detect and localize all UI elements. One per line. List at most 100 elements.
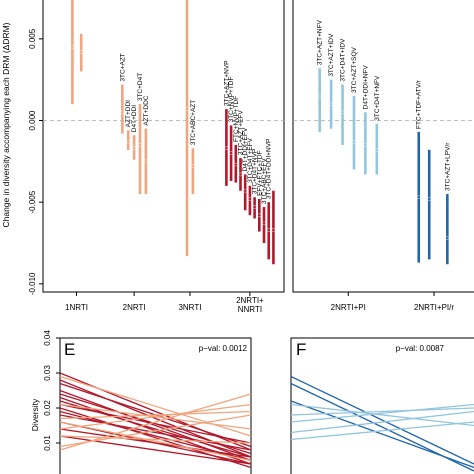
x-tick-label: 3NRTI: [178, 303, 201, 312]
panel-e-frame: [59, 337, 252, 474]
bar-label: 3TC+ABC+EFV: [261, 158, 268, 205]
bar-label: 3TC+NVP+TDF: [228, 76, 235, 122]
panel-letter: E: [64, 340, 75, 359]
y-tick-label: 0.005: [28, 28, 37, 49]
slope-line: [290, 407, 474, 416]
y-axis: 0.04 0.03 0.02 0.01: [43, 330, 60, 451]
slope-line: [290, 403, 474, 427]
point-estimate: [363, 143, 368, 147]
bar-label: 3TC+AZT+LPV/r: [444, 142, 451, 191]
x-tick-label: 2NRTI+PI: [331, 303, 366, 312]
point-estimate: [329, 102, 333, 106]
y-axis: 0.005 0.000 -0.005 -0.010: [28, 28, 43, 295]
panel-top-left: 0.005 0.000 -0.005 -0.010 1NRTI 2NRTI 3NRTI 2N…: [1, 0, 285, 314]
point-estimate: [224, 146, 229, 151]
bar-label: D4T+DDI+NFV: [362, 65, 369, 110]
point-estimate: [120, 110, 125, 115]
slope-line: [290, 403, 474, 423]
slope-line: [290, 410, 474, 434]
bar-label: FTC+NVP+TDF: [233, 96, 240, 142]
slope-lines: [59, 372, 252, 469]
bar-label: EFV+FTC+TDF: [256, 150, 263, 196]
bar-label: 3TC+D4T+EFV: [247, 137, 254, 182]
panel-top-right-frame: [292, 0, 474, 293]
slope-line: [59, 414, 252, 451]
point-estimate: [70, 45, 75, 49]
point-estimate: [262, 221, 266, 226]
x-tick-label: 2NRTI: [123, 303, 146, 312]
slope-line: [59, 375, 252, 437]
point-estimate: [229, 151, 233, 155]
point-estimate: [126, 139, 131, 144]
x-tick-label: 2NRTI+PI/r: [414, 303, 454, 312]
panel-f: F p−val: 0.0087: [290, 337, 474, 474]
slope-lines: [290, 375, 474, 472]
point-estimate: [248, 197, 252, 201]
slope-line: [59, 393, 252, 451]
bar-label: 3TC+AZT+SQV: [351, 46, 358, 93]
y-tick-label: -0.010: [28, 272, 37, 295]
point-estimate: [191, 164, 195, 169]
x-tick-label: 1NRTI: [65, 303, 88, 312]
point-estimate: [79, 50, 84, 54]
bar-label: 3TC+AZT+NVP: [223, 61, 230, 107]
point-estimate: [257, 213, 262, 218]
bar-label: AZT+DDC: [143, 95, 150, 125]
point-estimate: [266, 228, 271, 232]
point-estimate: [233, 162, 238, 167]
bar-label: 3TC+D4T+NVP: [252, 149, 259, 195]
bar-label: 3TC+AZT+NFV: [317, 19, 324, 65]
bar-label: D4T+DDI+EFV: [242, 127, 249, 171]
y-tick-label: 0.03: [43, 365, 52, 381]
slope-line: [290, 421, 474, 441]
point-estimate: [416, 195, 421, 200]
x-axis: 1NRTI 2NRTI 3NRTI 2NRTI+NNRTI: [65, 292, 264, 314]
point-estimate: [317, 94, 322, 98]
bar-label: 3TC+AZT+IDV: [328, 33, 335, 77]
slope-line: [59, 410, 252, 420]
point-estimate: [144, 159, 148, 164]
bar-label: FTC+TDF+ATV/r: [416, 79, 423, 129]
p-value: p−val: 0.0087: [396, 344, 445, 353]
bar-label: AZT+DDI: [125, 100, 132, 127]
bar-label: 3TC+AZT+EFV: [238, 110, 245, 155]
point-estimate: [352, 139, 356, 144]
point-estimate: [445, 236, 450, 240]
panel-top-right: 2NRTI+PI 2NRTI+PI/r 3TC+AZT+NFV 3TC+AZT+ID…: [292, 0, 474, 312]
bar-label: 3TC+D4T+DDI+NVP: [266, 139, 273, 200]
x-tick-label: 2NRTI+: [236, 296, 264, 305]
y-tick-label: -0.005: [28, 190, 37, 213]
point-estimate: [185, 107, 189, 111]
point-estimate: [132, 146, 136, 151]
slope-line: [59, 403, 252, 444]
x-tick-label: NNRTI: [238, 305, 262, 314]
slope-line: [59, 389, 252, 462]
point-estimate: [238, 172, 243, 177]
panel-e: 0.04 0.03 0.02 0.01 E p−val: 0.0012 Diversi…: [30, 330, 252, 474]
panel-top-left-frame: [42, 0, 285, 293]
bar-label: 3TC+AZT: [119, 53, 126, 81]
point-estimate: [340, 110, 345, 115]
point-estimate: [252, 205, 257, 209]
slope-line: [59, 400, 252, 458]
y-tick-label: 0.04: [43, 330, 52, 346]
point-estimate: [427, 197, 432, 201]
y-tick-label: 0.01: [43, 435, 52, 451]
slope-line: [290, 375, 474, 465]
panel-f-frame: [290, 337, 474, 474]
y-tick-label: 0.02: [43, 400, 52, 416]
panel-letter: F: [296, 340, 306, 359]
point-estimate: [243, 188, 248, 193]
point-estimate: [375, 148, 379, 152]
y-axis-label: Change in diversity accompanying each DR…: [1, 22, 11, 227]
p-value: p−val: 0.0012: [199, 344, 248, 353]
y-axis-label: Diversity: [30, 398, 40, 431]
slope-line: [290, 400, 474, 469]
bar-label: 3TC+D4T: [137, 73, 144, 101]
x-axis: 2NRTI+PI 2NRTI+PI/r: [331, 292, 454, 312]
error-bars: AZT3TC+AZTAZT+DDID4T+DDI3TC+D4TAZT+DDC3T…: [70, 0, 276, 265]
slope-line: [59, 403, 252, 430]
slope-line: [59, 435, 252, 444]
bar-label: D4T+DDI: [131, 105, 138, 132]
